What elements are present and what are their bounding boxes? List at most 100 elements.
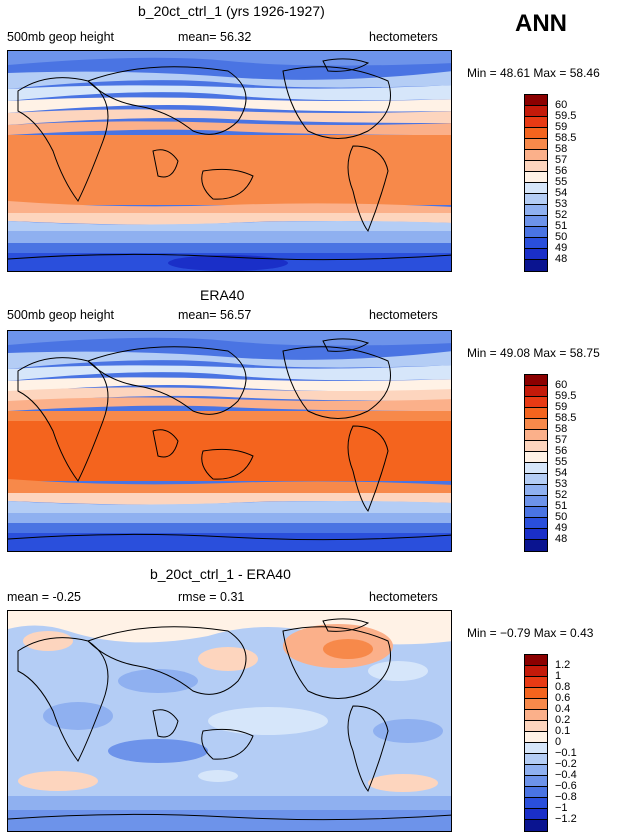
minmax-label: Min = 48.61 Max = 58.46: [467, 66, 600, 80]
colorbar: [524, 94, 548, 272]
colorbar-swatch: [525, 194, 547, 205]
colorbar: [524, 654, 548, 832]
colorbar-swatch: [525, 452, 547, 463]
colorbar-swatch: [525, 238, 547, 249]
colorbar-swatch: [525, 743, 547, 754]
colorbar-swatch: [525, 710, 547, 721]
colorbar-tick-label: 56: [555, 444, 568, 457]
colorbar-tick-label: 59.5: [555, 109, 577, 122]
colorbar-swatch: [525, 787, 547, 798]
colorbar-tick-label: 1.2: [555, 658, 571, 671]
colorbar-tick-label: 0.1: [555, 724, 571, 737]
colorbar-tick-label: 0.6: [555, 691, 571, 704]
colorbar-tick-label: 0.8: [555, 680, 571, 693]
colorbar-swatch: [525, 260, 547, 271]
colorbar-tick-label: 60: [555, 378, 568, 391]
colorbar-swatch: [525, 397, 547, 408]
colorbar-swatch: [525, 117, 547, 128]
colorbar-tick-label: 1: [555, 669, 562, 682]
colorbar-swatch: [525, 172, 547, 183]
colorbar-tick-label: 54: [555, 186, 568, 199]
colorbar-swatch: [525, 128, 547, 139]
map-diff: [7, 610, 452, 832]
colorbar-tick-label: 0.2: [555, 713, 571, 726]
colorbar-tick-label: −0.4: [555, 768, 577, 781]
colorbar-swatch: [525, 507, 547, 518]
colorbar-tick-label: 0.4: [555, 702, 571, 715]
colorbar-swatch: [525, 463, 547, 474]
units-label: hectometers: [369, 30, 438, 44]
colorbar-swatch: [525, 765, 547, 776]
colorbar-tick-label: 59: [555, 120, 568, 133]
colorbar-tick-label: 57: [555, 433, 568, 446]
mean-label: mean= 56.32: [178, 30, 252, 44]
colorbar-swatch: [525, 430, 547, 441]
colorbar-swatch: [525, 216, 547, 227]
colorbar-tick-label: 52: [555, 488, 568, 501]
colorbar-tick-label: 0: [555, 735, 562, 748]
colorbar-tick-label: 58.5: [555, 131, 577, 144]
colorbar-tick-label: 57: [555, 153, 568, 166]
colorbar-tick-label: 50: [555, 510, 568, 523]
colorbar-swatch: [525, 688, 547, 699]
colorbar-swatch: [525, 419, 547, 430]
colorbar-swatch: [525, 485, 547, 496]
colorbar-swatch: [525, 666, 547, 677]
colorbar-tick-label: −0.2: [555, 757, 577, 770]
colorbar-tick-label: 50: [555, 230, 568, 243]
colorbar-tick-label: −0.8: [555, 790, 577, 803]
colorbar-swatch: [525, 820, 547, 831]
colorbar-tick-label: 48: [555, 532, 568, 545]
colorbar-tick-label: 51: [555, 499, 568, 512]
colorbar-swatch: [525, 798, 547, 809]
mean-label: mean= 56.57: [178, 308, 252, 322]
colorbar-swatch: [525, 95, 547, 106]
colorbar-swatch: [525, 540, 547, 551]
colorbar-swatch: [525, 441, 547, 452]
colorbar-tick-label: 58: [555, 142, 568, 155]
colorbar-swatch: [525, 106, 547, 117]
season-label: ANN: [515, 10, 567, 37]
rmse-label: rmse = 0.31: [178, 590, 245, 604]
colorbar: [524, 374, 548, 552]
colorbar-tick-label: 56: [555, 164, 568, 177]
colorbar-tick-label: 55: [555, 455, 568, 468]
colorbar-swatch: [525, 474, 547, 485]
colorbar-swatch: [525, 529, 547, 540]
colorbar-swatch: [525, 227, 547, 238]
panel-title: b_20ct_ctrl_1 (yrs 1926-1927): [138, 3, 325, 19]
colorbar-swatch: [525, 249, 547, 260]
mean-label: mean = -0.25: [7, 590, 82, 604]
colorbar-tick-label: 59.5: [555, 389, 577, 402]
colorbar-swatch: [525, 655, 547, 666]
minmax-label: Min = 49.08 Max = 58.75: [467, 346, 600, 360]
colorbar-tick-label: −1.2: [555, 812, 577, 825]
colorbar-tick-label: 60: [555, 98, 568, 111]
colorbar-swatch: [525, 375, 547, 386]
colorbar-swatch: [525, 732, 547, 743]
minmax-label: Min = −0.79 Max = 0.43: [467, 626, 594, 640]
colorbar-swatch: [525, 809, 547, 820]
colorbar-swatch: [525, 161, 547, 172]
units-label: hectometers: [369, 590, 438, 604]
colorbar-swatch: [525, 518, 547, 529]
map-obs: [7, 330, 452, 552]
colorbar-swatch: [525, 721, 547, 732]
units-label: hectometers: [369, 308, 438, 322]
colorbar-swatch: [525, 677, 547, 688]
colorbar-tick-label: 59: [555, 400, 568, 413]
colorbar-tick-label: 52: [555, 208, 568, 221]
colorbar-tick-label: 58: [555, 422, 568, 435]
colorbar-tick-label: 54: [555, 466, 568, 479]
colorbar-tick-label: 55: [555, 175, 568, 188]
panel-title: ERA40: [200, 287, 245, 303]
colorbar-tick-label: 49: [555, 241, 568, 254]
colorbar-swatch: [525, 408, 547, 419]
colorbar-swatch: [525, 776, 547, 787]
colorbar-tick-label: 51: [555, 219, 568, 232]
panel-title: b_20ct_ctrl_1 - ERA40: [150, 566, 291, 582]
colorbar-tick-label: 58.5: [555, 411, 577, 424]
colorbar-tick-label: 53: [555, 477, 568, 490]
variable-label: 500mb geop height: [7, 308, 115, 322]
colorbar-swatch: [525, 496, 547, 507]
